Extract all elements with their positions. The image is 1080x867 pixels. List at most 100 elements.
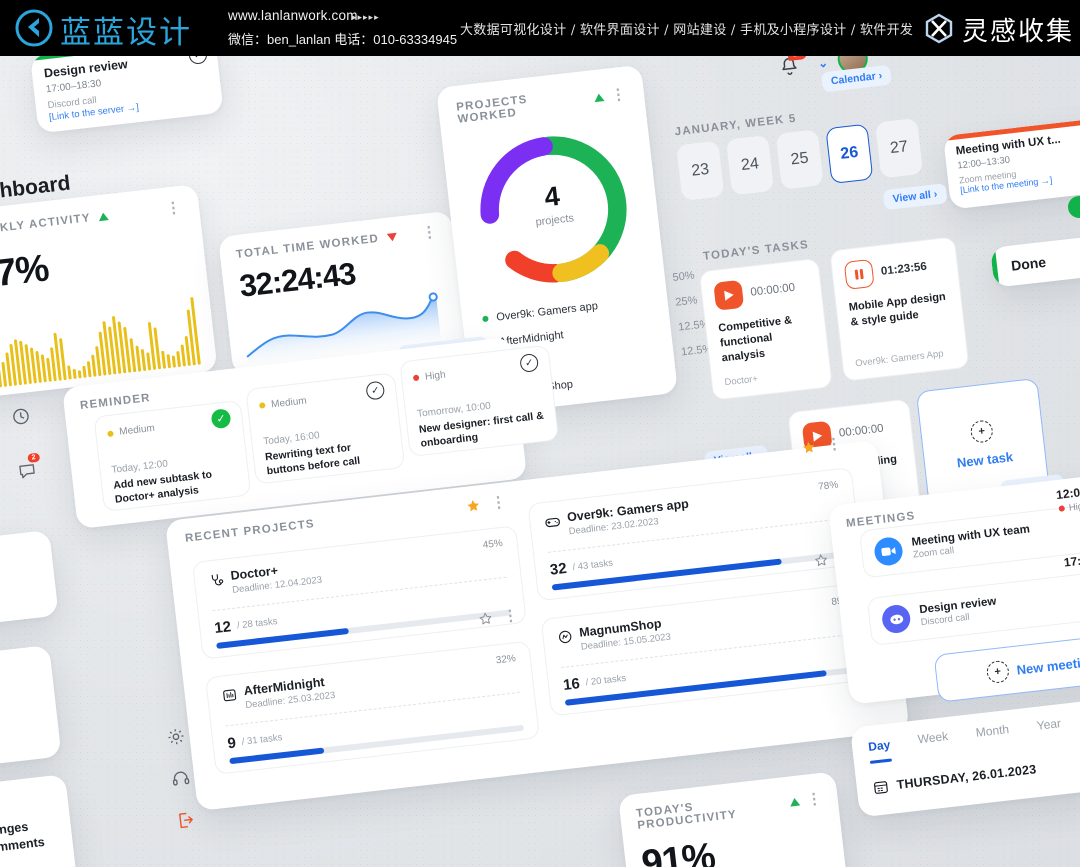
tab-week[interactable]: Week: [916, 729, 949, 747]
plus-circle-icon: +: [969, 418, 994, 444]
star-outline-icon[interactable]: [477, 611, 494, 628]
calendar-view-all-button[interactable]: View all ›: [882, 183, 948, 211]
chat-icon[interactable]: [16, 459, 38, 481]
gear-icon[interactable]: [165, 726, 187, 748]
trend-up-icon: [98, 212, 110, 222]
banner-services: 大数据可视化设计 / 软件界面设计 / 网站建设 / 手机及小程序设计 / 软件…: [460, 23, 914, 38]
brand-name: 蓝蓝设计: [60, 15, 192, 51]
headset-icon[interactable]: [170, 767, 192, 789]
floating-design-review-card[interactable]: Design review 17:00–18:30 Discord call […: [30, 56, 224, 134]
meeting-item[interactable]: Design review Discord call: [866, 569, 1080, 646]
discord-icon: [880, 603, 912, 635]
check-icon[interactable]: ✓: [365, 380, 386, 401]
project-done-count: 9: [226, 734, 237, 753]
loose-card-text: Make some changes after clients comments: [0, 819, 46, 864]
floating-ux-meeting-card[interactable]: Meeting with UX t... 12:00–13:30 Zoom me…: [943, 116, 1080, 210]
weekly-activity-bar-chart: [0, 297, 201, 388]
new-meeting-label: New meeting: [1015, 653, 1080, 678]
plus-circle-icon: +: [985, 659, 1010, 685]
chevron-right-icon: ›: [877, 69, 883, 82]
task-name: Mobile App design & style guide: [848, 290, 947, 329]
check-icon-done[interactable]: ✓: [210, 408, 232, 430]
card-menu-icon[interactable]: ⋮: [805, 790, 823, 809]
project-done-count: 12: [213, 618, 233, 638]
arrow-decor-icon: ▸▸▸▸▸: [352, 12, 380, 22]
trend-up-icon: [789, 797, 801, 807]
calendar-day[interactable]: 25: [775, 129, 824, 190]
reminder-item[interactable]: Medium ✓ Today, 16:00 Rewriting text for…: [245, 372, 406, 485]
task-card[interactable]: 01:23:56 Mobile App design & style guide…: [829, 236, 970, 382]
reminder-item[interactable]: Medium ✓ Today, 12:00 Add new subtask to…: [93, 399, 252, 513]
project-row[interactable]: Doctor+ Deadline: 12.04.2023 45% 12 / 28…: [191, 525, 527, 660]
todays-tasks-title: TODAY'S TASKS: [702, 238, 810, 263]
task-project: Doctor+: [723, 373, 759, 389]
pause-icon[interactable]: [843, 258, 875, 290]
project-row[interactable]: MagnumShop Deadline: 15.05.2023 89% 16 /…: [540, 582, 876, 717]
star-filled-icon[interactable]: [800, 439, 818, 457]
star-filled-icon[interactable]: [464, 497, 482, 515]
trend-down-icon: [386, 232, 398, 242]
calendar-day-selected[interactable]: 26: [825, 123, 874, 185]
chevron-down-icon[interactable]: ⌄: [817, 56, 829, 71]
legend-label: Over9k: Gamers app: [495, 300, 599, 324]
calendar-day[interactable]: 24: [725, 134, 775, 196]
history-icon[interactable]: [10, 405, 32, 427]
project-done-count: 32: [549, 559, 568, 579]
play-icon[interactable]: [713, 279, 745, 311]
chat-badge: 2: [27, 452, 41, 463]
banner-url: www.lanlanwork.com: [228, 8, 358, 23]
tab-month[interactable]: Month: [975, 722, 1010, 740]
chevron-right-icon: ›: [933, 188, 938, 201]
calendar-button-label: Calendar: [830, 70, 877, 88]
shop-icon: [559, 630, 572, 644]
meeting-time: 17:00: [1063, 552, 1080, 570]
stethoscope-icon: [211, 574, 224, 586]
loose-card-comments[interactable]: nd 3: [0, 529, 59, 634]
inspiration-logo-icon: [925, 13, 953, 44]
calendar-day[interactable]: 23: [676, 140, 725, 202]
logout-icon[interactable]: [174, 809, 196, 831]
priority-dot: [258, 402, 266, 409]
task-card[interactable]: 00:00:00 Competitive & functional analys…: [698, 257, 833, 401]
meeting-item[interactable]: Meeting with UX team Zoom call: [858, 502, 1080, 579]
project-row[interactable]: AfterMidnight Deadline: 25.03.2023 32% 9…: [204, 640, 540, 775]
reminder-item[interactable]: High ✓ Tomorrow, 10:00 New designer: fir…: [399, 344, 560, 458]
project-row[interactable]: Over9k: Gamers app Deadline: 23.02.2023 …: [527, 466, 863, 602]
card-menu-icon[interactable]: ⋮: [165, 198, 182, 218]
play-icon[interactable]: [801, 420, 833, 452]
calendar-day[interactable]: 27: [875, 117, 924, 179]
task-card[interactable]: 00:00:00 Creating Landing page for marke…: [787, 398, 923, 538]
reminder-priority: High: [424, 369, 447, 383]
task-timer: 00:00:00: [838, 422, 885, 440]
floating-done-card[interactable]: Done: [990, 234, 1080, 288]
reminder-priority: Medium: [118, 422, 156, 438]
priority-dot: [107, 429, 114, 437]
project-total-tasks: / 43 tasks: [571, 557, 614, 574]
card-menu-icon[interactable]: ⋮: [420, 223, 438, 242]
banner-contact: 微信：ben_lanlan 电话：010-63334945: [228, 32, 458, 47]
check-icon[interactable]: ✓: [519, 352, 540, 373]
card-menu-icon[interactable]: ⋮: [490, 493, 507, 512]
weekly-activity-card: WEEKLY ACTIVITY ⋮ 87%: [0, 183, 218, 399]
projects-worked-card: PROJECTS WORKED ⋮ 4 projects Over9k: Gam…: [436, 64, 679, 416]
meeting-priority: High: [1068, 500, 1080, 514]
promo-banner: 蓝蓝设计 www.lanlanwork.com ▸▸▸▸▸ 微信：ben_lan…: [0, 0, 1080, 56]
card-menu-icon[interactable]: ⋮: [610, 85, 627, 105]
star-outline-icon[interactable]: [813, 552, 830, 569]
tab-year[interactable]: Year: [1036, 716, 1062, 733]
productivity-card: TODAY'S PRODUCTIVITY ⋮ 91%: [618, 771, 849, 867]
tab-day[interactable]: Day: [867, 737, 891, 755]
new-task-label: New task: [956, 448, 1014, 470]
project-menu-icon[interactable]: ⋮: [502, 606, 519, 625]
new-meeting-button[interactable]: + New meeting: [933, 631, 1080, 703]
dashboard-canvas: Design review 17:00–18:30 Discord call […: [0, 56, 1080, 867]
zoom-icon: [873, 535, 905, 567]
inspiration-label: 灵感收集: [962, 17, 1075, 47]
productivity-title: TODAY'S PRODUCTIVITY: [635, 801, 738, 832]
show-subtasks-link[interactable]: w subtasks (2): [0, 737, 49, 765]
loose-card-subtasks[interactable]: zing last call 13 2 w subtasks (2): [0, 644, 62, 776]
project-total-tasks: / 28 tasks: [236, 615, 279, 632]
reminder-priority: Medium: [270, 394, 308, 410]
loose-card-ui-design[interactable]: UI Design Make some changes after client…: [0, 774, 78, 867]
card-menu-icon[interactable]: ⋮: [825, 434, 843, 454]
